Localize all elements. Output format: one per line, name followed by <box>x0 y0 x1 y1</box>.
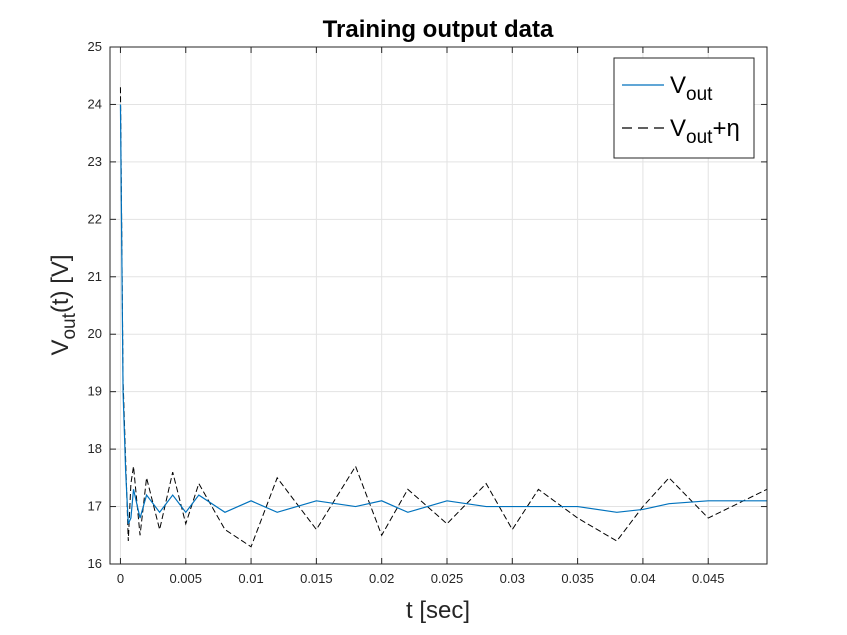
y-axis-label-sub: out <box>59 312 80 339</box>
x-tick-label: 0.03 <box>500 571 525 586</box>
x-tick-label: 0.015 <box>300 571 333 586</box>
x-tick-label: 0 <box>117 571 124 586</box>
y-tick-label: 19 <box>88 384 102 399</box>
y-tick-label: 17 <box>88 499 102 514</box>
x-tick-label: 0.035 <box>561 571 594 586</box>
series-line-vout <box>119 104 767 525</box>
axis-ticks <box>110 46 767 565</box>
y-tick-label: 18 <box>88 441 102 456</box>
tick-labels: 0 0.005 0.01 0.015 0.02 0.025 0.03 0.035 0.04 0.0… <box>88 39 725 586</box>
y-tick-label: 25 <box>88 39 102 54</box>
legend-label-sub: out <box>686 84 713 105</box>
legend-label-main: V <box>670 72 686 99</box>
chart-title: Training output data <box>323 16 554 43</box>
y-tick-label: 16 <box>88 556 102 571</box>
legend-label-suffix: +η <box>712 115 739 142</box>
x-tick-label: 0.01 <box>238 571 263 586</box>
legend-label-main: V <box>670 115 686 142</box>
series-layer <box>119 87 768 548</box>
x-tick-label: 0.02 <box>369 571 394 586</box>
x-axis-label: t [sec] <box>406 597 470 624</box>
axes-box <box>109 46 768 565</box>
series-line-vout-noise <box>119 87 768 548</box>
legend-label: Vout+η <box>670 115 740 148</box>
x-tick-label: 0.04 <box>630 571 655 586</box>
x-tick-label: 0.005 <box>169 571 202 586</box>
legend-label-sub: out <box>686 127 713 148</box>
y-tick-label: 24 <box>88 96 102 111</box>
y-axis-label-rest: (t) [V] <box>47 254 74 313</box>
y-tick-label: 22 <box>88 211 102 226</box>
y-tick-label: 23 <box>88 154 102 169</box>
x-tick-label: 0.025 <box>431 571 464 586</box>
y-axis-label: Vout(t) [V] <box>47 254 80 355</box>
x-tick-label: 0.045 <box>692 571 725 586</box>
y-tick-label: 20 <box>88 326 102 341</box>
y-tick-label: 21 <box>88 269 102 284</box>
legend-label: Vout <box>670 72 713 105</box>
legend-box <box>613 57 755 159</box>
y-axis-label-main: V <box>47 340 74 356</box>
